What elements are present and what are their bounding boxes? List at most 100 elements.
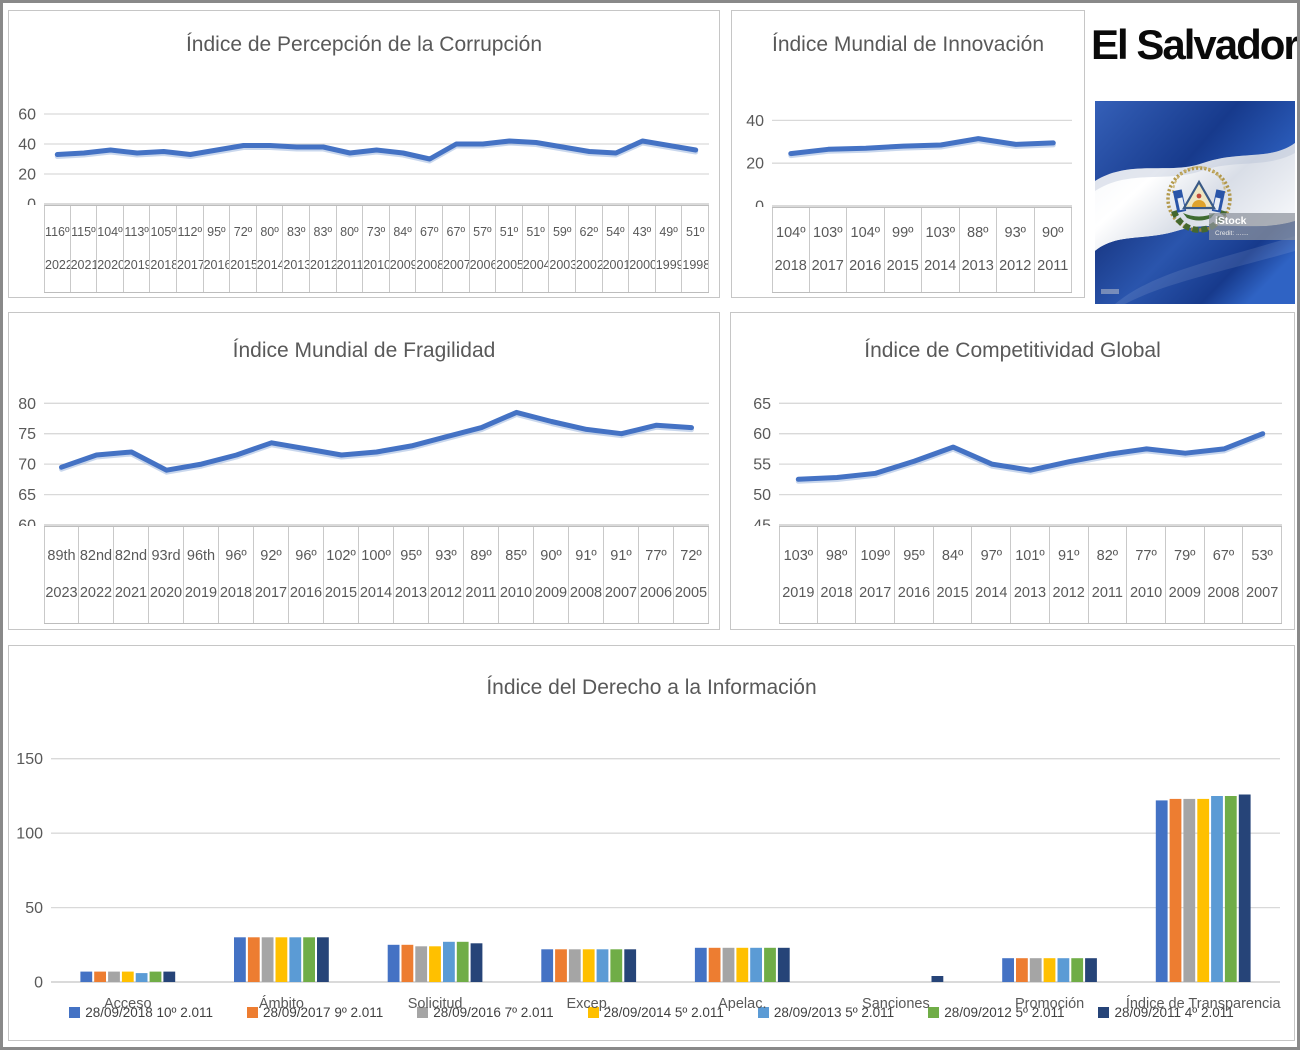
year-value: 2005 [674, 584, 708, 601]
year-value: 2014 [359, 584, 393, 601]
bar-Promoción [1085, 958, 1097, 982]
svg-text:80: 80 [18, 396, 36, 413]
competitividad-line-chart: 45 50 55 60 65 [731, 377, 1294, 535]
bar-Ámbito [303, 937, 315, 982]
bar-Índice de Transparencia [1224, 796, 1237, 982]
rank-cell: 91º 2007 [604, 527, 639, 623]
rank-cell: 102º 2015 [324, 527, 359, 623]
year-value: 2010 [499, 584, 533, 601]
rank-cell: 77º 2010 [1127, 527, 1166, 623]
rank-value: 91º [575, 547, 597, 564]
rank-value: 82nd [114, 547, 148, 564]
bar-Promoción [1029, 958, 1042, 982]
year-value: 2004 [522, 257, 550, 272]
bar-Excep. [568, 949, 581, 982]
bar-Índice de Transparencia [1211, 796, 1223, 982]
year-value: 2007 [1246, 584, 1279, 601]
legend-item: 28/09/2014 5º 2.011 [587, 1005, 724, 1020]
category-label: Apelac. [718, 996, 766, 1012]
rank-value: 93º [435, 547, 457, 564]
flag-svg: iStock Credit: ....... [1095, 101, 1295, 304]
rank-cell: 96º 2016 [289, 527, 324, 623]
rank-value: 112º [177, 224, 203, 239]
rank-cell: 113º 2019 [124, 206, 151, 292]
rank-cell: 95º 2016 [895, 527, 934, 623]
rank-value: 79º [1174, 547, 1196, 564]
year-value: 2011 [1091, 584, 1123, 601]
bar-Promoción [1043, 958, 1056, 982]
year-value: 2019 [782, 584, 815, 601]
bar-Acceso [149, 971, 162, 982]
stock-watermark-band [1209, 213, 1295, 240]
rank-cell: 103º 2017 [810, 208, 847, 292]
year-value: 2018 [820, 584, 853, 601]
panel-competitividad: Índice de Competitividad Global 45 50 55 60… [730, 312, 1295, 630]
rank-cell: 90º 2011 [1035, 208, 1072, 292]
rank-cell: 91º 2008 [569, 527, 604, 623]
year-value: 2012 [1052, 584, 1085, 601]
rank-cell: 72º 2005 [674, 527, 709, 623]
bar-Apelac. [750, 947, 762, 982]
rank-value: 113º [124, 224, 149, 239]
rank-cell: 104º 2018 [772, 208, 810, 292]
legend-label: 28/09/2017 9º 2.011 [263, 1005, 384, 1020]
rank-value: 57º [473, 224, 492, 239]
rank-value: 80º [340, 224, 359, 239]
rank-value: 72º [680, 547, 702, 564]
bar-Solicitud [401, 944, 414, 982]
rank-cell: 101º 2013 [1011, 527, 1050, 623]
year-value: 2005 [496, 257, 523, 272]
bar-Índice de Transparencia [1197, 798, 1210, 982]
bar-Solicitud [387, 944, 400, 982]
rank-value: 54º [606, 224, 625, 239]
rank-cell: 89º 2011 [464, 527, 499, 623]
category-label: Acceso [104, 996, 152, 1012]
legend-label: 28/09/2014 5º 2.011 [603, 1005, 724, 1020]
rank-value: 93rd [151, 547, 181, 564]
legend-label: 28/09/2013 5º 2.011 [773, 1005, 895, 1020]
year-value: 2000 [629, 257, 656, 272]
year-value: 2020 [149, 584, 183, 601]
rank-value: 89º [470, 547, 492, 564]
year-value: 2010 [363, 257, 390, 272]
bar-Promoción [1002, 958, 1014, 982]
bar-Índice de Transparencia [1183, 798, 1196, 982]
bar-Ámbito [261, 937, 274, 982]
year-value: 2016 [849, 257, 882, 274]
year-value: 2017 [859, 584, 892, 601]
bar-Apelac. [777, 947, 790, 982]
rank-cell: 73º 2010 [363, 206, 390, 292]
bar-Solicitud [456, 941, 469, 982]
bar-Ámbito [234, 937, 246, 982]
rank-value: 109º [860, 547, 890, 564]
year-value: 2019 [184, 584, 218, 601]
year-value: 2008 [1207, 584, 1240, 601]
legend-swatch-icon [928, 1007, 940, 1018]
rank-value: 84º [393, 224, 412, 239]
rank-value: 67º [446, 224, 466, 239]
legend-swatch-icon [587, 1007, 599, 1018]
bar-Apelac. [708, 947, 721, 982]
svg-text:45: 45 [753, 518, 771, 527]
year-value: 2008 [569, 584, 603, 601]
legend-swatch-icon [1098, 1007, 1110, 1018]
derecho-bar-chart: 0 50 100 150 Acceso Ámbito Solicitud Excep. Apel… [9, 718, 1294, 1012]
rank-value: 101º [1015, 547, 1045, 564]
year-value: 2015 [230, 257, 257, 272]
bar-Acceso [80, 971, 93, 982]
rank-cell: 89th 2023 [44, 527, 79, 623]
bar-Excep. [610, 949, 623, 982]
rank-cell: 53º 2007 [1243, 527, 1282, 623]
rank-cell: 83º 2013 [283, 206, 310, 292]
country-title: El Salvador [1091, 21, 1298, 68]
rank-cell: 96º 2018 [219, 527, 254, 623]
competitividad-axis-table: 103º 2019 98º 2018 109º 2017 95º 2016 84º 2015 97º… [779, 526, 1282, 624]
year-value: 2023 [45, 584, 78, 601]
rank-cell: 99º 2015 [885, 208, 922, 292]
year-value: 2013 [283, 257, 310, 272]
legend-swatch-icon [247, 1007, 258, 1018]
bar-Acceso [121, 971, 134, 982]
year-value: 2011 [465, 584, 497, 601]
bar-Solicitud [470, 943, 483, 982]
rank-cell: 84º 2009 [390, 206, 417, 292]
